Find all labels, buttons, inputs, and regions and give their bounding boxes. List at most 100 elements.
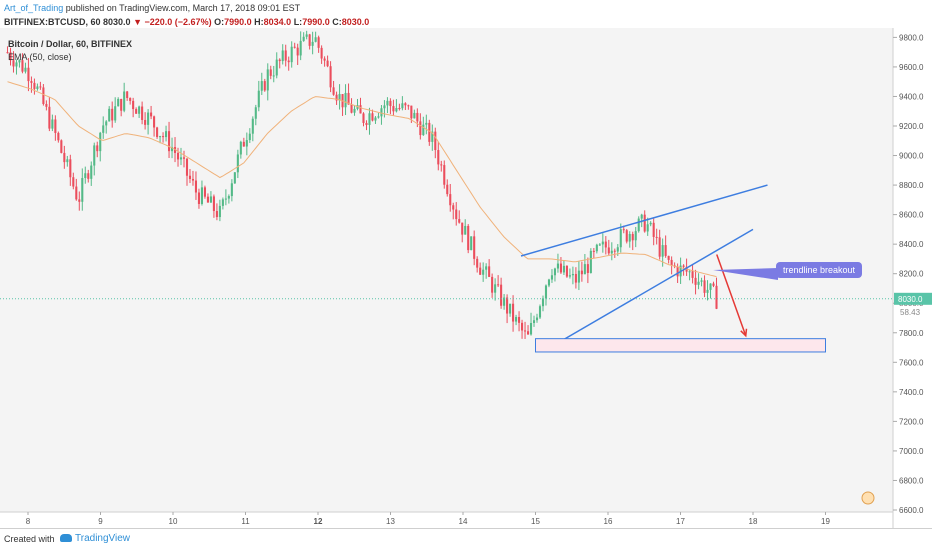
candle-body[interactable] bbox=[443, 165, 446, 185]
candle-body[interactable] bbox=[66, 159, 69, 163]
candle-body[interactable] bbox=[281, 50, 284, 62]
candle-body[interactable] bbox=[188, 175, 192, 179]
candle-body[interactable] bbox=[144, 119, 147, 125]
candle-body[interactable] bbox=[332, 87, 335, 95]
candle-body[interactable] bbox=[200, 187, 203, 204]
candle-body[interactable] bbox=[494, 284, 497, 293]
candle-body[interactable] bbox=[117, 98, 120, 107]
candle-body[interactable] bbox=[467, 225, 470, 251]
candle-body[interactable] bbox=[691, 271, 694, 278]
candle-body[interactable] bbox=[263, 81, 266, 91]
candle-body[interactable] bbox=[694, 277, 697, 285]
candle-body[interactable] bbox=[39, 86, 42, 88]
candle-body[interactable] bbox=[302, 36, 305, 41]
candle-body[interactable] bbox=[248, 133, 251, 141]
candle-body[interactable] bbox=[583, 264, 586, 275]
candle-body[interactable] bbox=[120, 98, 123, 111]
candle-body[interactable] bbox=[182, 157, 186, 159]
candle-body[interactable] bbox=[416, 112, 419, 122]
candle-body[interactable] bbox=[320, 47, 323, 59]
candle-body[interactable] bbox=[395, 108, 398, 112]
candle-body[interactable] bbox=[562, 265, 565, 273]
candle-body[interactable] bbox=[275, 59, 278, 76]
candle-body[interactable] bbox=[526, 331, 530, 335]
candle-body[interactable] bbox=[99, 132, 102, 152]
candle-body[interactable] bbox=[529, 322, 533, 335]
candle-body[interactable] bbox=[592, 250, 595, 252]
legend-series[interactable]: Bitcoin / Dollar, 60, BITFINEX bbox=[8, 39, 133, 49]
candle-body[interactable] bbox=[162, 136, 165, 138]
candle-body[interactable] bbox=[521, 322, 524, 331]
candle-body[interactable] bbox=[637, 218, 640, 232]
tradingview-brand[interactable]: TradingView bbox=[60, 533, 130, 544]
candle-body[interactable] bbox=[410, 105, 413, 119]
trendline-breakout-callout[interactable]: trendline breakout bbox=[776, 262, 863, 278]
candle-body[interactable] bbox=[640, 214, 643, 219]
candle-body[interactable] bbox=[290, 46, 293, 63]
candle-body[interactable] bbox=[12, 60, 15, 67]
candle-body[interactable] bbox=[398, 108, 401, 110]
candle-body[interactable] bbox=[254, 107, 257, 119]
candle-body[interactable] bbox=[239, 141, 242, 155]
candle-body[interactable] bbox=[84, 173, 87, 179]
candle-body[interactable] bbox=[284, 50, 287, 61]
candle-body[interactable] bbox=[628, 234, 631, 242]
candle-body[interactable] bbox=[344, 92, 347, 108]
candle-body[interactable] bbox=[500, 284, 503, 306]
candle-body[interactable] bbox=[15, 62, 18, 67]
candle-body[interactable] bbox=[24, 67, 27, 72]
candle-body[interactable] bbox=[697, 281, 700, 285]
candle-body[interactable] bbox=[512, 303, 515, 322]
candle-body[interactable] bbox=[682, 265, 685, 267]
candle-body[interactable] bbox=[185, 158, 189, 176]
candle-body[interactable] bbox=[63, 152, 66, 163]
candle-body[interactable] bbox=[544, 285, 548, 299]
candle-body[interactable] bbox=[652, 222, 655, 237]
author-link[interactable]: Art_of_Trading bbox=[4, 3, 64, 13]
candle-body[interactable] bbox=[335, 94, 338, 101]
candle-body[interactable] bbox=[212, 196, 215, 212]
candle-body[interactable] bbox=[377, 116, 380, 118]
candle-body[interactable] bbox=[353, 108, 356, 113]
candle-body[interactable] bbox=[218, 205, 221, 218]
candle-body[interactable] bbox=[296, 47, 299, 56]
candle-body[interactable] bbox=[389, 100, 392, 107]
candle-body[interactable] bbox=[176, 152, 180, 160]
candle-body[interactable] bbox=[48, 106, 51, 129]
candle-body[interactable] bbox=[598, 244, 601, 246]
candle-body[interactable] bbox=[700, 280, 703, 282]
candle-body[interactable] bbox=[105, 121, 108, 126]
candle-body[interactable] bbox=[6, 52, 9, 54]
candle-body[interactable] bbox=[111, 108, 114, 121]
candle-body[interactable] bbox=[538, 306, 542, 318]
candle-body[interactable] bbox=[156, 127, 159, 137]
candle-body[interactable] bbox=[224, 198, 227, 200]
candle-body[interactable] bbox=[308, 34, 311, 46]
candle-body[interactable] bbox=[27, 67, 30, 82]
candle-body[interactable] bbox=[129, 97, 132, 101]
candle-body[interactable] bbox=[401, 103, 404, 109]
candle-body[interactable] bbox=[473, 236, 476, 259]
candle-body[interactable] bbox=[269, 69, 272, 76]
candle-body[interactable] bbox=[102, 125, 105, 133]
candle-body[interactable] bbox=[347, 92, 350, 105]
chart-canvas[interactable]: 6600.0 6800.0 7000.0 7200.0 7400.0 7600.0 7800… bbox=[0, 28, 932, 528]
candle-body[interactable] bbox=[380, 108, 383, 117]
candle-body[interactable] bbox=[434, 131, 437, 151]
candle-body[interactable] bbox=[571, 273, 574, 276]
legend-indicator[interactable]: EMA (50, close) bbox=[8, 52, 72, 62]
candle-body[interactable] bbox=[595, 244, 598, 252]
candle-body[interactable] bbox=[407, 105, 410, 107]
candle-body[interactable] bbox=[586, 264, 589, 273]
candle-body[interactable] bbox=[135, 109, 138, 114]
candle-body[interactable] bbox=[574, 273, 577, 283]
candle-body[interactable] bbox=[132, 100, 135, 110]
candle-body[interactable] bbox=[715, 285, 718, 309]
candle-body[interactable] bbox=[601, 241, 604, 245]
candle-body[interactable] bbox=[326, 60, 329, 67]
candle-body[interactable] bbox=[206, 196, 209, 203]
candle-body[interactable] bbox=[488, 266, 491, 277]
candle-body[interactable] bbox=[479, 267, 482, 275]
candle-body[interactable] bbox=[622, 229, 625, 231]
candle-body[interactable] bbox=[21, 60, 24, 72]
